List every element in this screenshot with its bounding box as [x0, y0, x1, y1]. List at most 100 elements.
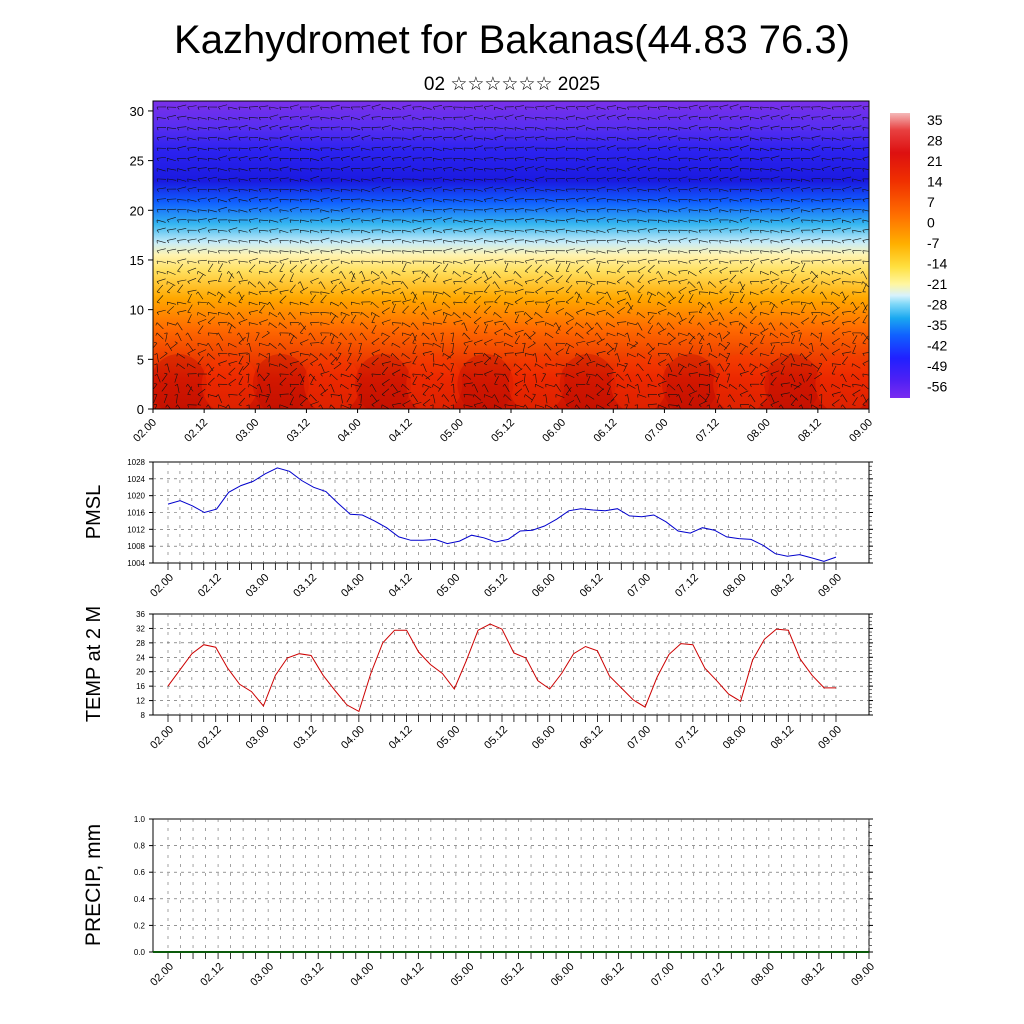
wind-barb	[484, 240, 494, 243]
wind-barb	[739, 197, 749, 200]
wind-barb-flag	[514, 291, 518, 295]
wind-barb	[341, 312, 350, 316]
wind-barb-flag	[676, 383, 679, 387]
wind-barb	[525, 250, 535, 253]
heatmap-y-tick-label: 15	[130, 253, 144, 268]
wind-barb	[852, 229, 862, 233]
wind-barb	[310, 208, 320, 210]
wind-barb	[484, 276, 493, 282]
wind-barb-flag	[760, 168, 762, 172]
wind-barb	[351, 178, 361, 182]
wind-barb-flag	[861, 281, 864, 285]
wind-barb-flag	[167, 291, 171, 294]
wind-barb	[289, 168, 299, 171]
wind-barb	[443, 188, 453, 191]
wind-barb-flag	[442, 353, 444, 357]
wind-barb	[330, 334, 335, 344]
wind-barb	[299, 281, 305, 290]
wind-barb	[259, 319, 268, 323]
wind-barb-flag	[545, 147, 547, 152]
wind-barb	[811, 135, 821, 139]
wind-barb	[156, 168, 166, 172]
wind-barb-flag	[299, 106, 302, 110]
wind-barb-flag	[484, 312, 488, 314]
wind-barb	[637, 394, 647, 398]
wind-barb	[218, 360, 227, 364]
wind-barb-flag	[555, 189, 557, 193]
wind-barb	[208, 312, 218, 315]
wind-barb	[821, 106, 831, 110]
wind-barb-flag	[421, 271, 424, 275]
panel-y-tick-label: 1024	[127, 475, 145, 484]
wind-barb	[208, 158, 218, 160]
wind-barb-flag	[494, 322, 497, 326]
wind-barb	[330, 312, 339, 318]
wind-barb-flag	[218, 127, 221, 131]
wind-barb-flag	[811, 199, 813, 203]
wind-barb	[596, 363, 606, 368]
wind-barb-flag	[851, 363, 853, 367]
wind-barb	[259, 219, 269, 222]
wind-barb	[474, 116, 483, 120]
wind-barb-flag	[862, 147, 865, 151]
wind-barb	[852, 125, 862, 128]
wind-barb-flag	[154, 373, 158, 377]
wind-barb	[811, 301, 816, 311]
wind-barb	[177, 228, 187, 231]
wind-barb	[177, 322, 183, 331]
wind-barb-flag	[402, 168, 405, 172]
wind-barb	[541, 373, 546, 383]
wind-barb	[596, 166, 606, 169]
wind-barb	[402, 337, 410, 344]
wind-barb	[842, 320, 852, 323]
wind-barb	[340, 281, 346, 290]
wind-barb	[371, 260, 381, 263]
wind-barb	[852, 301, 858, 310]
wind-barb-flag	[576, 219, 578, 223]
wind-barb	[310, 294, 316, 303]
panel-x-tick-label: 05.00	[434, 572, 462, 600]
wind-barb	[197, 356, 204, 364]
wind-barb-flag	[340, 168, 344, 172]
wind-barb-flag	[164, 372, 168, 375]
wind-barb	[422, 342, 432, 345]
wind-barb-flag	[750, 353, 753, 356]
wind-barb-flag	[218, 137, 220, 141]
wind-barb	[443, 136, 453, 139]
wind-barb	[248, 227, 258, 231]
wind-barb-flag	[678, 178, 681, 182]
wind-barb	[474, 168, 484, 171]
wind-barb	[566, 115, 576, 118]
wind-barb	[606, 363, 614, 371]
wind-barb-flag	[627, 158, 629, 162]
wind-barb	[699, 240, 708, 243]
wind-barb	[719, 197, 729, 200]
wind-barb-flag	[808, 372, 812, 375]
wind-barb	[514, 260, 524, 263]
wind-barb	[565, 312, 574, 318]
wind-barb-flag	[391, 301, 394, 305]
wind-barb	[259, 281, 266, 289]
wind-barb-flag	[676, 312, 679, 315]
wind-barb	[228, 227, 238, 231]
wind-barb-flag	[635, 373, 638, 377]
wind-barb	[821, 320, 831, 323]
wind-barb	[821, 312, 831, 317]
wind-barb-flag	[166, 250, 170, 254]
wind-barb	[678, 260, 688, 264]
wind-barb	[831, 327, 840, 334]
wind-barb-flag	[310, 168, 312, 172]
wind-barb	[402, 165, 412, 169]
wind-barb-flag	[566, 332, 569, 335]
wind-barb-flag	[555, 230, 558, 233]
wind-barb	[167, 168, 177, 171]
wind-barb-flag	[707, 301, 710, 305]
wind-barb-flag	[174, 341, 178, 344]
wind-barb-flag	[668, 281, 671, 285]
wind-barb-flag	[688, 322, 692, 324]
wind-barb	[208, 229, 218, 231]
colorbar-label: 28	[927, 133, 943, 149]
wind-barb-flag	[821, 158, 823, 162]
wind-barb	[555, 275, 563, 282]
wind-barb-flag	[197, 178, 200, 182]
